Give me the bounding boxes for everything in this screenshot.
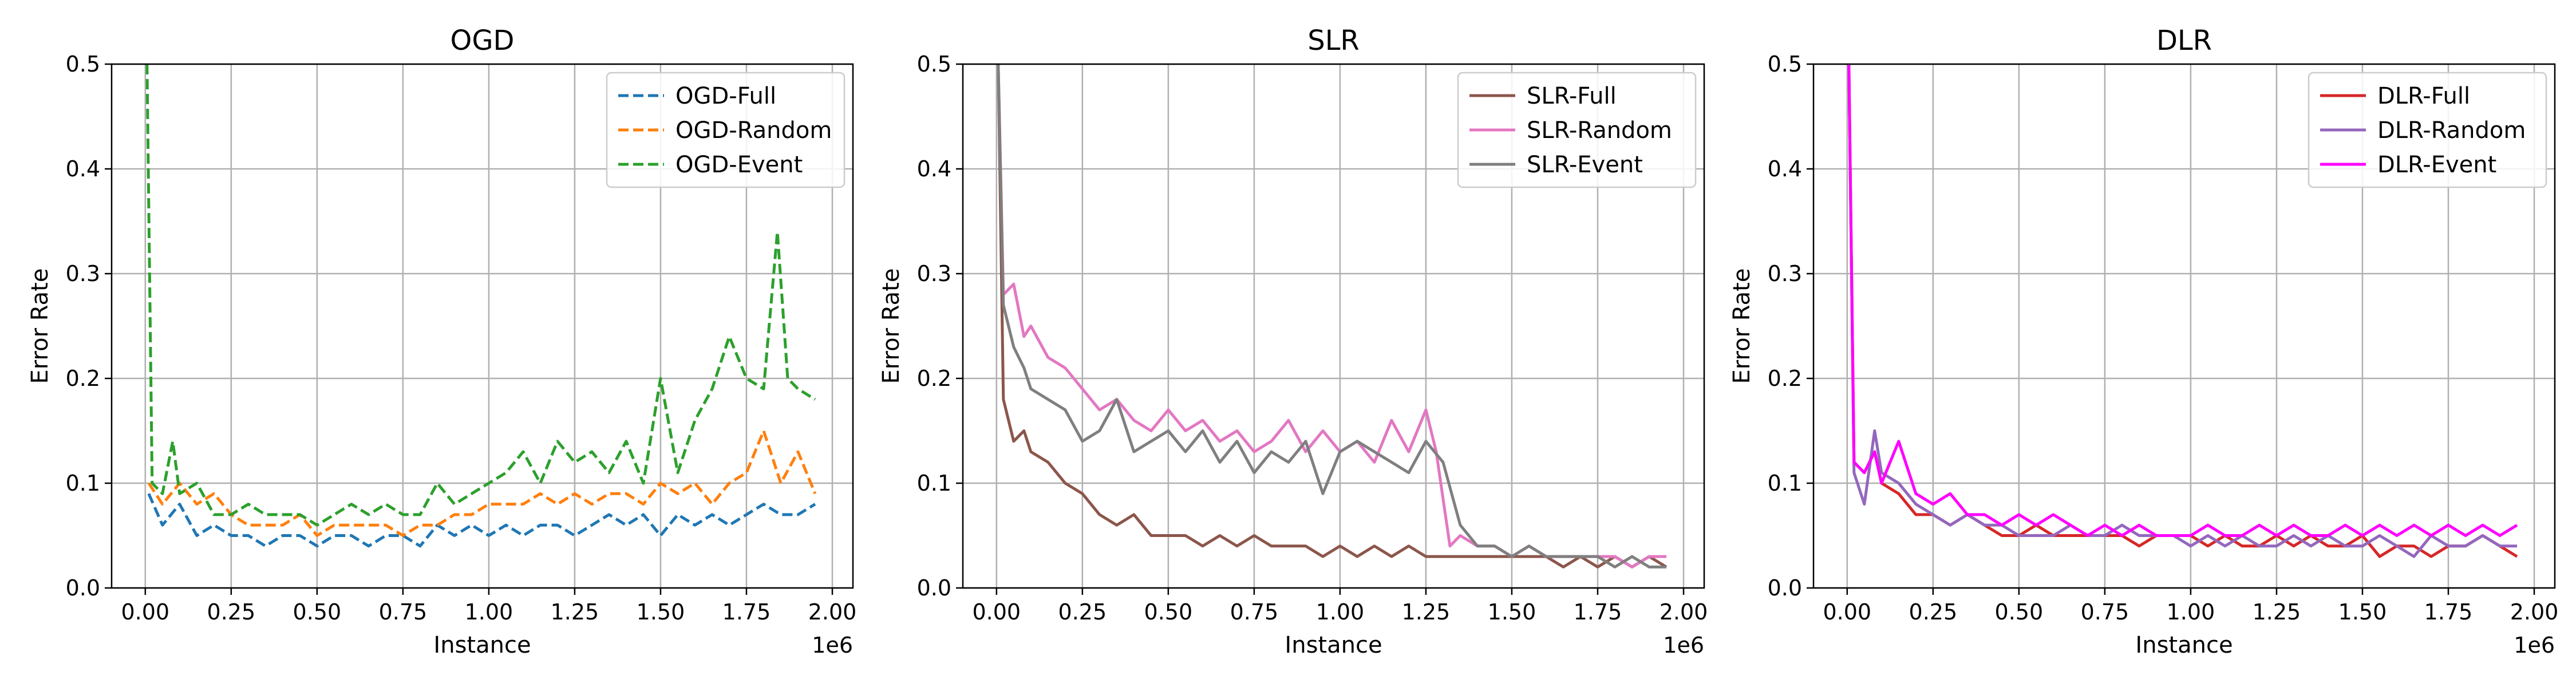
x-tick-label: 1.50 <box>2338 599 2387 625</box>
x-axis-label: Instance <box>433 632 531 658</box>
x-tick-label: 0.50 <box>293 599 342 625</box>
x-tick-label: 0.25 <box>1909 599 1958 625</box>
y-tick-label: 0.2 <box>1768 366 1802 391</box>
x-tick-label: 1.50 <box>1488 599 1536 625</box>
axes-frame <box>962 63 1705 589</box>
x-tick-label: 1.50 <box>637 599 685 625</box>
chart-panel-ogd: 0.00 0.25 0.50 0.75 1.00 1.25 1.50 1.75 2.00 0.0 0… <box>27 25 856 658</box>
x-tick-label: 0.25 <box>207 599 256 625</box>
y-tick-label: 0.2 <box>917 366 951 391</box>
x-tick-label: 0.50 <box>1144 599 1193 625</box>
y-axis-label: Error Rate <box>878 269 904 384</box>
y-tick-label: 0.4 <box>917 156 951 181</box>
legend: OGD-Full OGD-Random OGD-Event <box>606 72 846 188</box>
x-tick-label: 2.00 <box>808 599 857 625</box>
y-tick-label: 0.4 <box>66 156 100 181</box>
series-line-ogd-full <box>147 493 816 548</box>
x-offset-label: 1e6 <box>812 633 853 658</box>
legend-label: DLR-Event <box>2377 152 2496 178</box>
x-offset-label: 1e6 <box>1663 633 1704 658</box>
series-group <box>145 64 817 548</box>
y-tick-label: 0.0 <box>917 575 951 601</box>
series-group <box>1847 64 2518 558</box>
series-line-slr-event <box>997 64 1666 568</box>
x-tick-label: 0.75 <box>2081 599 2129 625</box>
y-tick-label: 0.5 <box>66 52 100 77</box>
x-tick-label: 1.25 <box>2253 599 2301 625</box>
chart-panel-dlr: 0.00 0.25 0.50 0.75 1.00 1.25 1.50 1.75 2.00 0.0 0… <box>1729 25 2558 658</box>
y-tick-label: 0.1 <box>66 471 100 496</box>
x-tick-label: 1.00 <box>1316 599 1365 625</box>
chart-title: SLR <box>1307 25 1360 57</box>
legend-label: SLR-Event <box>1527 152 1643 178</box>
x-tick-label: 0.75 <box>1230 599 1279 625</box>
y-tick-label: 0.5 <box>1768 52 1802 77</box>
x-tick-label: 1.75 <box>2424 599 2473 625</box>
series-line-ogd-event <box>145 64 816 527</box>
x-tick-label: 1.25 <box>1402 599 1451 625</box>
x-tick-label: 0.00 <box>121 599 170 625</box>
legend-box <box>2308 72 2547 188</box>
y-tick-label: 0.0 <box>1768 575 1802 601</box>
chart-panel-slr: 0.00 0.25 0.50 0.75 1.00 1.25 1.50 1.75 2.00 0.0 0… <box>878 25 1708 658</box>
legend-label: OGD-Event <box>675 152 803 178</box>
y-tick-label: 0.4 <box>1768 156 1802 181</box>
legend-label: DLR-Full <box>2377 83 2470 109</box>
x-tick-label: 1.75 <box>1574 599 1622 625</box>
y-tick-label: 0.0 <box>66 575 100 601</box>
legend-label: SLR-Full <box>1527 83 1617 109</box>
y-tick-label: 0.5 <box>917 52 951 77</box>
x-tick-label: 0.75 <box>379 599 428 625</box>
legend-label: SLR-Random <box>1527 117 1672 144</box>
x-offset-label: 1e6 <box>2514 633 2555 658</box>
x-tick-label: 2.00 <box>1660 599 1708 625</box>
legend-label: DLR-Random <box>2377 117 2526 144</box>
y-tick-label: 0.3 <box>1768 261 1802 286</box>
legend-label: OGD-Random <box>675 117 832 144</box>
y-axis-label: Error Rate <box>1729 269 1755 384</box>
y-tick-label: 0.2 <box>66 366 100 391</box>
x-tick-label: 1.00 <box>2167 599 2215 625</box>
series-line-dlr-event <box>1847 64 2518 537</box>
x-tick-label: 0.00 <box>973 599 1021 625</box>
x-axis-label: Instance <box>2135 632 2233 658</box>
x-tick-label: 0.25 <box>1058 599 1107 625</box>
legend-box <box>1457 72 1697 188</box>
x-tick-label: 0.50 <box>1995 599 2044 625</box>
series-line-slr-full <box>997 64 1668 568</box>
axes-frame <box>110 63 854 589</box>
y-tick-label: 0.1 <box>1768 471 1802 496</box>
chart-title: DLR <box>2156 25 2212 57</box>
legend: SLR-Full SLR-Random SLR-Event <box>1457 72 1697 188</box>
x-tick-label: 1.75 <box>722 599 771 625</box>
series-line-ogd-random <box>147 429 817 537</box>
chart-title: OGD <box>451 25 515 57</box>
x-tick-label: 1.25 <box>551 599 599 625</box>
x-tick-label: 0.00 <box>1823 599 1872 625</box>
x-tick-label: 1.00 <box>465 599 513 625</box>
axes-frame <box>1812 63 2556 589</box>
y-axis-label: Error Rate <box>27 269 53 384</box>
legend-box <box>606 72 846 188</box>
y-tick-label: 0.3 <box>917 261 951 286</box>
y-tick-label: 0.1 <box>917 471 951 496</box>
legend: DLR-Full DLR-Random DLR-Event <box>2308 72 2547 188</box>
series-group <box>997 64 1668 568</box>
x-axis-label: Instance <box>1285 632 1382 658</box>
y-tick-label: 0.3 <box>66 261 100 286</box>
x-tick-label: 2.00 <box>2510 599 2559 625</box>
legend-label: OGD-Full <box>675 83 776 109</box>
